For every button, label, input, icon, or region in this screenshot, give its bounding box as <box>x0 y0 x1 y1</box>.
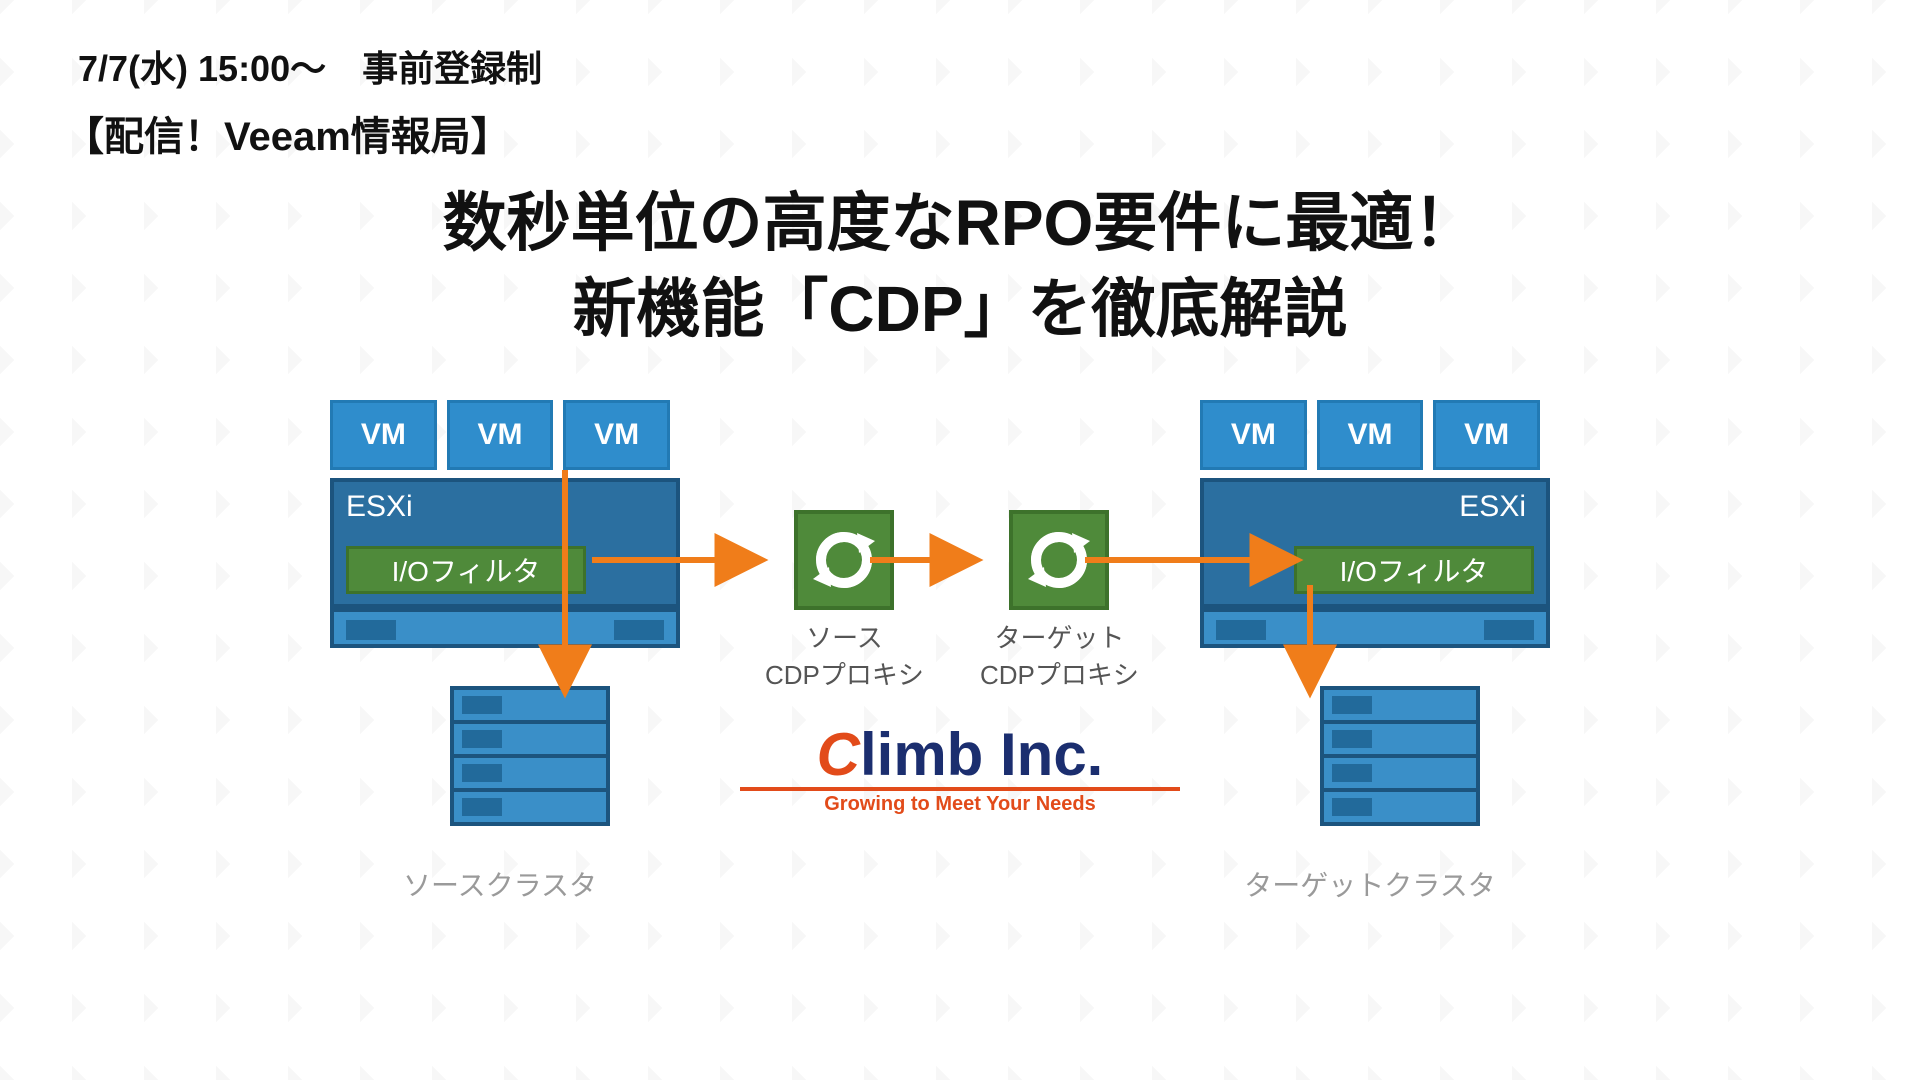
proxy-label: ソース <box>765 618 924 655</box>
header-context: 【配信！Veeam情報局】 <box>64 104 511 162</box>
title-line-1: 数秒単位の高度なRPO要件に最適！ <box>0 180 1920 266</box>
target-storage <box>1320 690 1480 826</box>
disk <box>450 686 610 724</box>
source-server-bar <box>330 608 680 648</box>
sync-icon <box>1024 525 1094 595</box>
eyebrow: 7/7(水) 15:00～ 事前登録制 <box>78 40 542 92</box>
company-logo: Climb Inc. Growing to Meet Your Needs <box>740 720 1180 816</box>
esxi-label: ESXi <box>346 490 664 524</box>
title-line-2: 新機能「CDP」を徹底解説 <box>0 266 1920 352</box>
logo-text: Climb Inc. <box>740 720 1180 789</box>
vm-box: VM <box>563 400 670 470</box>
source-cluster-caption: ソースクラスタ <box>330 864 670 904</box>
proxy-label: CDPプロキシ <box>980 655 1139 692</box>
vm-box: VM <box>1200 400 1307 470</box>
disk <box>450 754 610 792</box>
sync-icon <box>809 525 879 595</box>
disk <box>450 720 610 758</box>
proxy-icon <box>1009 510 1109 610</box>
proxy-label: ターゲット <box>980 618 1139 655</box>
arrow-layer <box>0 400 1920 960</box>
logo-tagline: Growing to Meet Your Needs <box>740 787 1180 816</box>
target-cluster-caption: ターゲットクラスタ <box>1200 864 1540 904</box>
target-cluster: VM VM VM ESXi I/Oフィルタ <box>1200 400 1540 648</box>
cdp-diagram: VM VM VM ESXi I/Oフィルタ VM VM VM ESXi I/Oフ… <box>0 400 1920 960</box>
vm-box: VM <box>1433 400 1540 470</box>
target-vm-row: VM VM VM <box>1200 400 1540 470</box>
source-vm-row: VM VM VM <box>330 400 670 470</box>
source-cdp-proxy: ソース CDPプロキシ <box>765 510 924 692</box>
disk <box>1320 754 1480 792</box>
target-server-bar <box>1200 608 1550 648</box>
logo-accent-letter: C <box>817 721 860 788</box>
esxi-label: ESXi <box>1459 490 1526 524</box>
disk <box>1320 788 1480 826</box>
target-esxi: ESXi I/Oフィルタ <box>1200 478 1550 608</box>
proxy-icon <box>794 510 894 610</box>
main-title: 数秒単位の高度なRPO要件に最適！ 新機能「CDP」を徹底解説 <box>0 180 1920 353</box>
source-iofilter: I/Oフィルタ <box>346 546 586 594</box>
source-cluster: VM VM VM ESXi I/Oフィルタ <box>330 400 670 648</box>
logo-main-text: limb Inc. <box>860 721 1103 788</box>
disk <box>1320 686 1480 724</box>
target-iofilter: I/Oフィルタ <box>1294 546 1534 594</box>
proxy-label: CDPプロキシ <box>765 655 924 692</box>
vm-box: VM <box>330 400 437 470</box>
disk <box>450 788 610 826</box>
source-esxi: ESXi I/Oフィルタ <box>330 478 680 608</box>
source-storage <box>450 690 610 826</box>
vm-box: VM <box>447 400 554 470</box>
vm-box: VM <box>1317 400 1424 470</box>
disk <box>1320 720 1480 758</box>
target-cdp-proxy: ターゲット CDPプロキシ <box>980 510 1139 692</box>
